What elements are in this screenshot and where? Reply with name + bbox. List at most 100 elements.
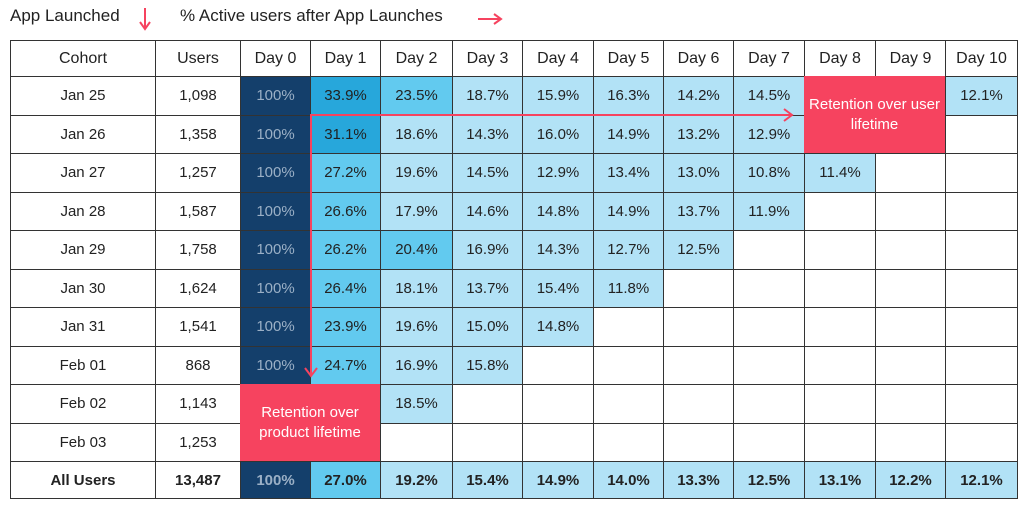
day-5-cell: 13.4% [593,153,664,193]
day-2-cell: 19.2% [380,461,453,499]
day-3-cell: Day 3 [452,40,523,77]
day-1-cell: 26.6% [310,191,381,231]
day-6-cell: 13.3% [663,461,734,499]
day-4-cell: 14.9% [522,461,594,499]
day-4-cell: Day 4 [522,40,594,77]
user-lifetime-arrow [310,108,794,122]
day-3-cell: 15.8% [452,345,523,385]
day-8-cell: 13.1% [804,461,876,499]
day-10-cell [945,268,1018,308]
cohort-cell: Jan 31 [10,307,156,347]
day-8-cell [804,307,876,347]
day-7-cell: 14.5% [733,76,805,116]
day-1-cell: 31.1% [310,114,381,154]
day-2-cell: 23.5% [380,76,453,116]
cohort-cell: Jan 25 [10,76,156,116]
day-10-cell [945,153,1018,193]
right-arrow-icon [478,13,503,25]
table-row: Jan 26 1,358 100% 31.1% 18.6% 14.3% 16.0% 14.9%… [10,114,1018,154]
day-10-cell [945,384,1018,424]
day-6-cell [663,268,734,308]
day-2-cell: 19.6% [380,307,453,347]
day-5-cell: 14.9% [593,191,664,231]
day-10-cell: Day 10 [945,40,1018,77]
cohort-cell: All Users [10,461,156,499]
day-0-cell: 100% [240,461,311,499]
day-10-cell [945,114,1018,154]
day-5-cell: 11.8% [593,268,664,308]
cohort-cell: Jan 28 [10,191,156,231]
day-5-cell: 14.0% [593,461,664,499]
day-3-cell: 14.6% [452,191,523,231]
day-3-cell: 15.0% [452,307,523,347]
day-9-cell: 12.2% [875,461,946,499]
day-6-cell: 12.5% [663,230,734,270]
day-7-cell: 10.8% [733,153,805,193]
users-cell: 1,143 [155,384,241,424]
day-1-cell: 24.7% [310,345,381,385]
day-6-cell: 13.2% [663,114,734,154]
day-4-cell: 15.4% [522,268,594,308]
day-8-cell [804,384,876,424]
table-row: Jan 25 1,098 100% 33.9% 23.5% 18.7% 15.9% 16.3%… [10,76,1018,116]
day-0-cell: Day 0 [240,40,311,77]
day-1-cell: 23.9% [310,307,381,347]
day-3-cell: 14.5% [452,153,523,193]
day-3-cell [452,422,523,462]
users-cell: 1,624 [155,268,241,308]
table-row: Jan 31 1,541 100% 23.9% 19.6% 15.0% 14.8% [10,307,1018,347]
day-8-cell [804,268,876,308]
day-7-cell [733,384,805,424]
day-0-cell: 100% [240,114,311,154]
day-10-cell: 12.1% [945,76,1018,116]
day-3-cell: 18.7% [452,76,523,116]
users-cell: 868 [155,345,241,385]
day-2-cell [380,422,453,462]
day-2-cell: 20.4% [380,230,453,270]
day-0-cell: 100% [240,153,311,193]
retention-table: Cohort Users Day 0 Day 1 Day 2 Day 3 Day 4 Day … [10,40,1018,499]
table-row: Jan 28 1,587 100% 26.6% 17.9% 14.6% 14.8% 14.9%… [10,191,1018,231]
day-5-cell: 12.7% [593,230,664,270]
table-row: Feb 03 1,253 [10,422,1018,462]
day-4-cell: 14.8% [522,191,594,231]
day-6-cell: 14.2% [663,76,734,116]
day-10-cell [945,345,1018,385]
cohort-cell: Jan 26 [10,114,156,154]
product-lifetime-callout: Retention over product lifetime [240,384,380,461]
table-row: Jan 30 1,624 100% 26.4% 18.1% 13.7% 15.4% 11.8% [10,268,1018,308]
day-8-cell [804,345,876,385]
day-0-cell: 100% [240,76,311,116]
users-cell: 13,487 [155,461,241,499]
day-1-cell: 33.9% [310,76,381,116]
day-7-cell: 12.5% [733,461,805,499]
user-lifetime-callout: Retention over user lifetime [804,76,945,153]
day-0-cell: 100% [240,345,311,385]
day-4-cell [522,345,594,385]
day-3-cell: 15.4% [452,461,523,499]
table-row: Jan 29 1,758 100% 26.2% 20.4% 16.9% 14.3% 12.7%… [10,230,1018,270]
cohort-cell: Cohort [10,40,156,77]
users-cell: 1,257 [155,153,241,193]
day-7-cell: 12.9% [733,114,805,154]
day-1-cell: 26.2% [310,230,381,270]
day-3-cell: 16.9% [452,230,523,270]
day-6-cell [663,422,734,462]
day-4-cell: 14.3% [522,230,594,270]
day-2-cell: 17.9% [380,191,453,231]
day-5-cell: 14.9% [593,114,664,154]
product-lifetime-arrow [304,115,318,378]
users-cell: 1,587 [155,191,241,231]
day-4-cell: 14.8% [522,307,594,347]
users-cell: 1,098 [155,76,241,116]
day-2-cell: 19.6% [380,153,453,193]
table-row: Feb 01 868 100% 24.7% 16.9% 15.8% [10,345,1018,385]
header-row: Cohort Users Day 0 Day 1 Day 2 Day 3 Day 4 Day … [10,40,1018,77]
day-1-cell: 27.0% [310,461,381,499]
day-2-cell: Day 2 [380,40,453,77]
down-arrow-icon [139,8,151,31]
cohort-cell: Feb 01 [10,345,156,385]
cohort-cell: Jan 30 [10,268,156,308]
active-users-label: % Active users after App Launches [180,6,443,25]
app-launched-label: App Launched [10,6,120,25]
